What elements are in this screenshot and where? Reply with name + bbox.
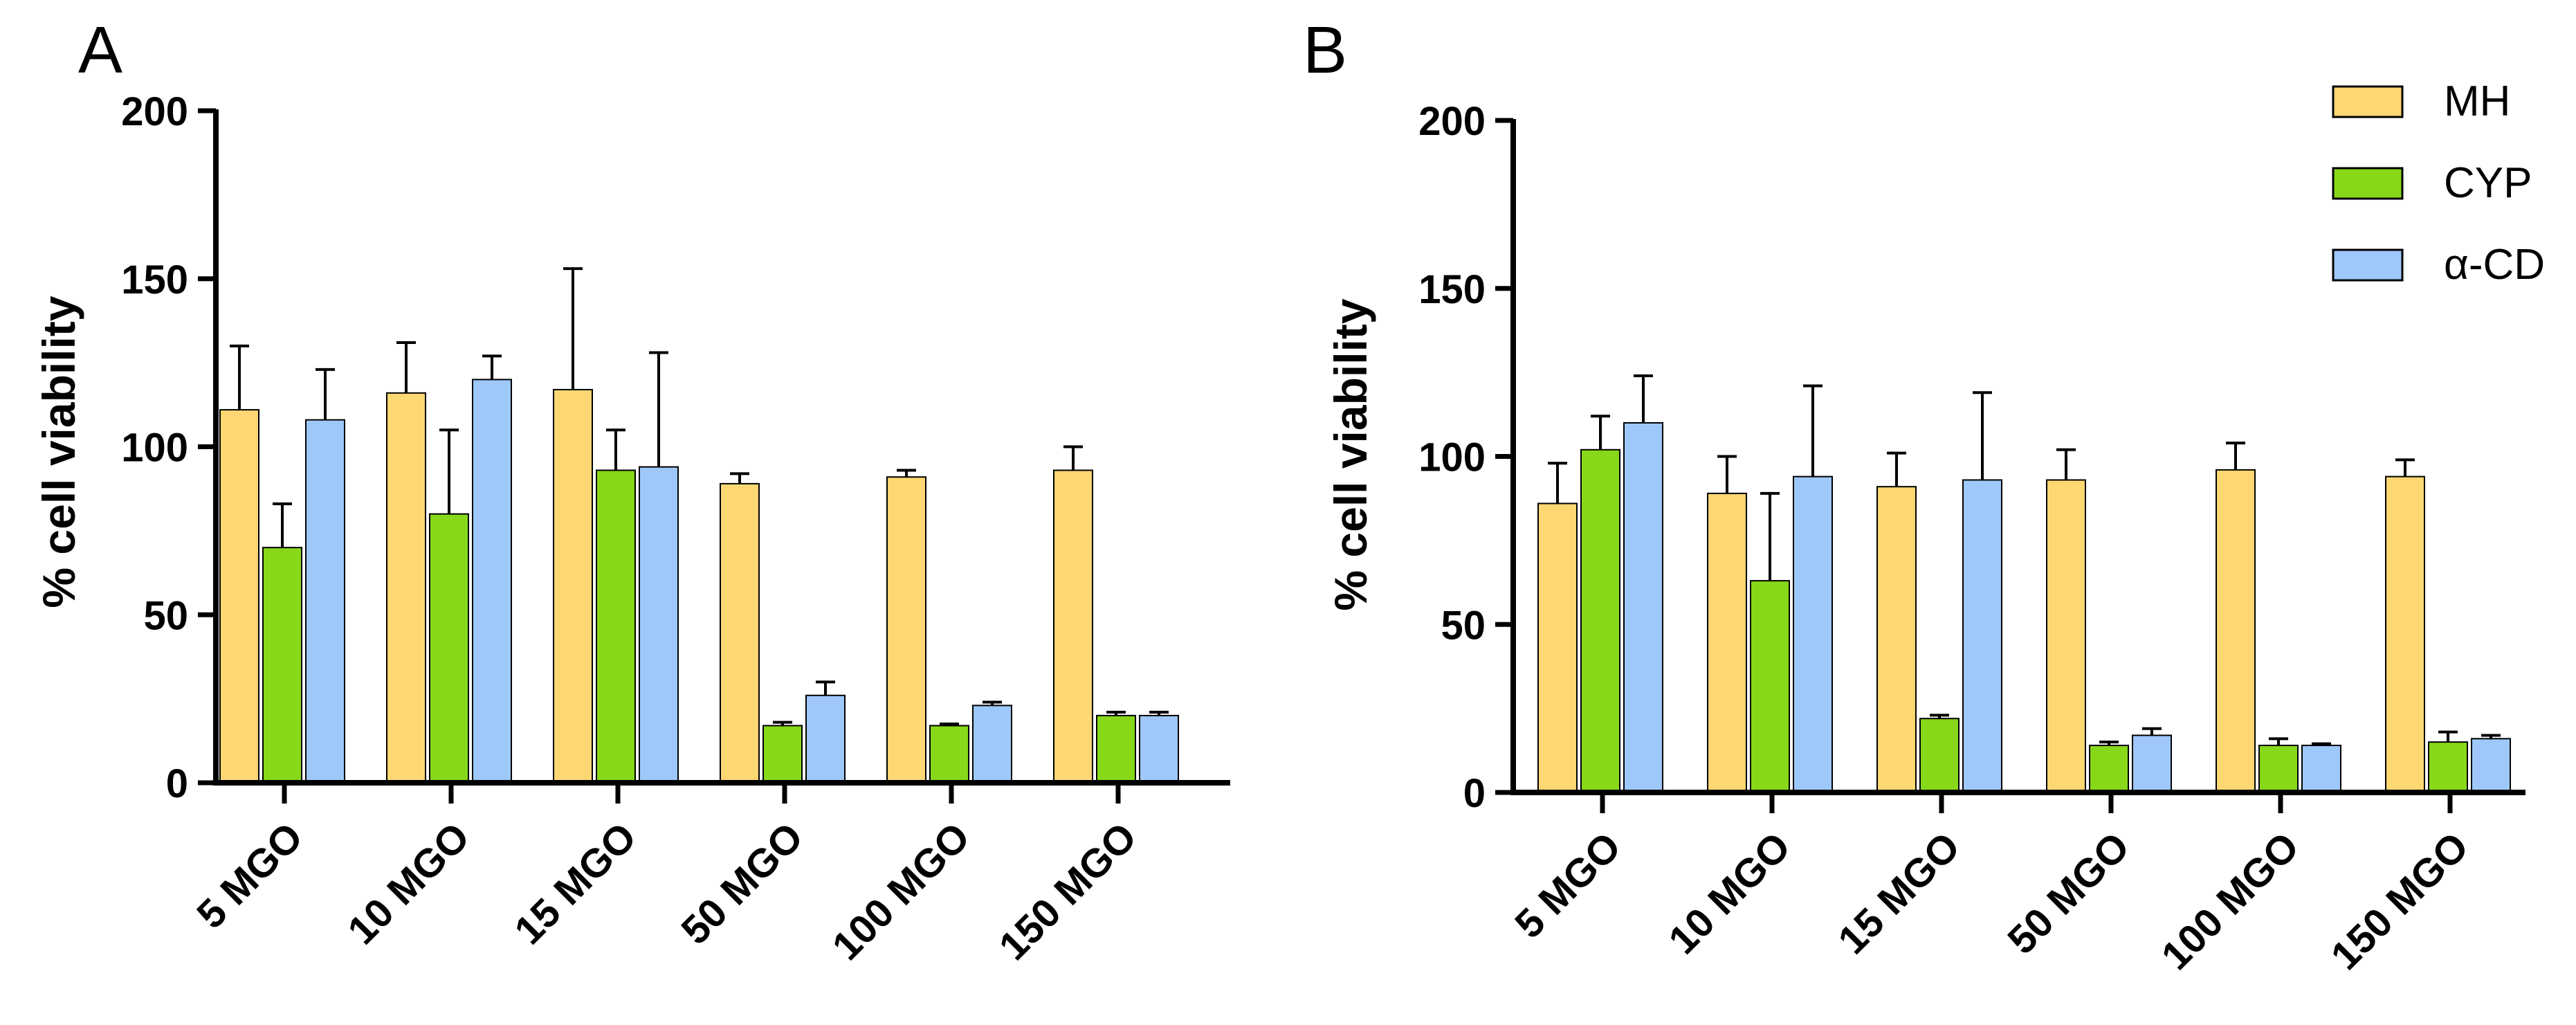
panel-a-bar-cyp (929, 725, 969, 783)
panel-a-y-axis-label: % cell viability (33, 296, 84, 608)
panel-a-plot-area: 0 50 100 150 200 5 MGO 10 MGO 15 MGO 50 MGO 100 M… (121, 89, 1230, 969)
panel-a-bar-mh (1053, 469, 1093, 783)
legend-swatch-acd (2332, 248, 2404, 282)
panel-b-bar-mh (2216, 469, 2256, 793)
panel-b-x-tick-label: 15 MGO (1829, 824, 1968, 963)
panel-b-y-tick-label: 100 (1418, 435, 1486, 480)
panel-a-x-tick-label: 100 MGO (823, 814, 978, 969)
panel-a-letter: A (78, 13, 122, 87)
panel-a-y-tick-label: 50 (143, 593, 188, 638)
panel-a-x-tick-label: 50 MGO (673, 814, 812, 953)
panel-b-legend: MH CYP α-CD (2332, 78, 2545, 289)
panel-b-x-tick-label: 100 MGO (2153, 824, 2308, 979)
panel-b-bar-acd (2471, 738, 2511, 793)
panel-b-bar-cyp (1580, 448, 1620, 793)
panel-b-bar-acd (2132, 734, 2172, 793)
panel-a-bar-mh (553, 388, 593, 783)
panel-b-bar-mh (2046, 479, 2086, 793)
panel-a-bar-acd (472, 379, 512, 783)
panel-a-bar-mh (886, 476, 926, 783)
panel-b-y-tick-label: 200 (1418, 99, 1486, 144)
panel-b-bar-mh (1707, 492, 1747, 794)
panel-a-bar-acd (1139, 714, 1179, 784)
panel-a-bar-cyp (429, 513, 469, 783)
legend-swatch-mh (2332, 85, 2404, 118)
panel-b-letter: B (1303, 13, 1347, 87)
panel-a-bar-acd (305, 419, 345, 783)
legend-label-cyp: CYP (2444, 159, 2532, 207)
panel-a-bar-cyp (262, 547, 302, 784)
panel-b-y-tick-label: 50 (1441, 603, 1486, 648)
panel-a-bar-mh (219, 409, 259, 783)
panel-b-y-axis-label: % cell viability (1325, 298, 1376, 610)
panel-a-bar-acd (972, 705, 1012, 784)
panel-b-x-tick-label: 5 MGO (1506, 824, 1629, 947)
panel-b-bar-cyp (2089, 745, 2129, 794)
legend-label-acd: α-CD (2444, 241, 2545, 289)
legend-swatch-cyp (2332, 167, 2404, 200)
panel-b-bar-mh (1876, 486, 1917, 793)
legend-label-mh: MH (2444, 78, 2510, 125)
panel-b-bar-cyp (2258, 745, 2299, 794)
panel-a-x-tick-label: 5 MGO (188, 814, 311, 937)
panel-a-x-tick-label: 150 MGO (990, 814, 1145, 969)
panel-a-x-tick-label: 10 MGO (339, 814, 478, 953)
panel-a-bar-acd (805, 694, 846, 784)
panel-b-x-tick-label: 50 MGO (1999, 824, 2138, 963)
panel-b-y-tick-label: 0 (1463, 771, 1486, 816)
panel-b: B % cell viability 0 50 100 150 200 5 MGO 10 M… (1303, 13, 2545, 979)
panel-a-x-tick-label: 15 MGO (506, 814, 645, 953)
panel-a-bar-acd (639, 466, 679, 783)
panel-a-y-tick-label: 150 (121, 257, 188, 302)
panel-b-bar-acd (1793, 475, 1833, 793)
panel-a-y-tick-label: 0 (166, 761, 188, 806)
panel-b-bar-acd (1962, 479, 2002, 793)
panel-b-x-tick-label: 150 MGO (2322, 824, 2477, 979)
panel-b-bar-acd (2301, 745, 2341, 794)
panel-b-bar-cyp (2428, 741, 2468, 794)
panel-a-bar-mh (386, 392, 426, 783)
panel-b-bar-mh (1537, 502, 1578, 793)
panel-b-plot-area: 0 50 100 150 200 5 MGO 10 MGO 15 MGO 50 MGO 100 M… (1418, 99, 2525, 979)
panel-a: A % cell viability 0 50 100 150 200 5 MGO 10 M… (33, 13, 1230, 969)
panel-a-bar-cyp (596, 469, 636, 783)
panel-b-bar-cyp (1919, 718, 1960, 793)
panel-b-bar-acd (1623, 421, 1663, 793)
panel-a-y-tick-label: 100 (121, 426, 188, 471)
panel-a-bar-mh (720, 482, 760, 784)
panel-b-bar-cyp (1750, 580, 1790, 793)
panel-b-bar-mh (2385, 475, 2425, 793)
panel-a-bar-cyp (1096, 714, 1136, 784)
panel-b-x-tick-label: 10 MGO (1660, 824, 1799, 963)
panel-a-bar-cyp (762, 725, 803, 783)
panel-b-y-tick-label: 150 (1418, 267, 1486, 312)
panel-a-y-tick-label: 200 (121, 89, 188, 134)
